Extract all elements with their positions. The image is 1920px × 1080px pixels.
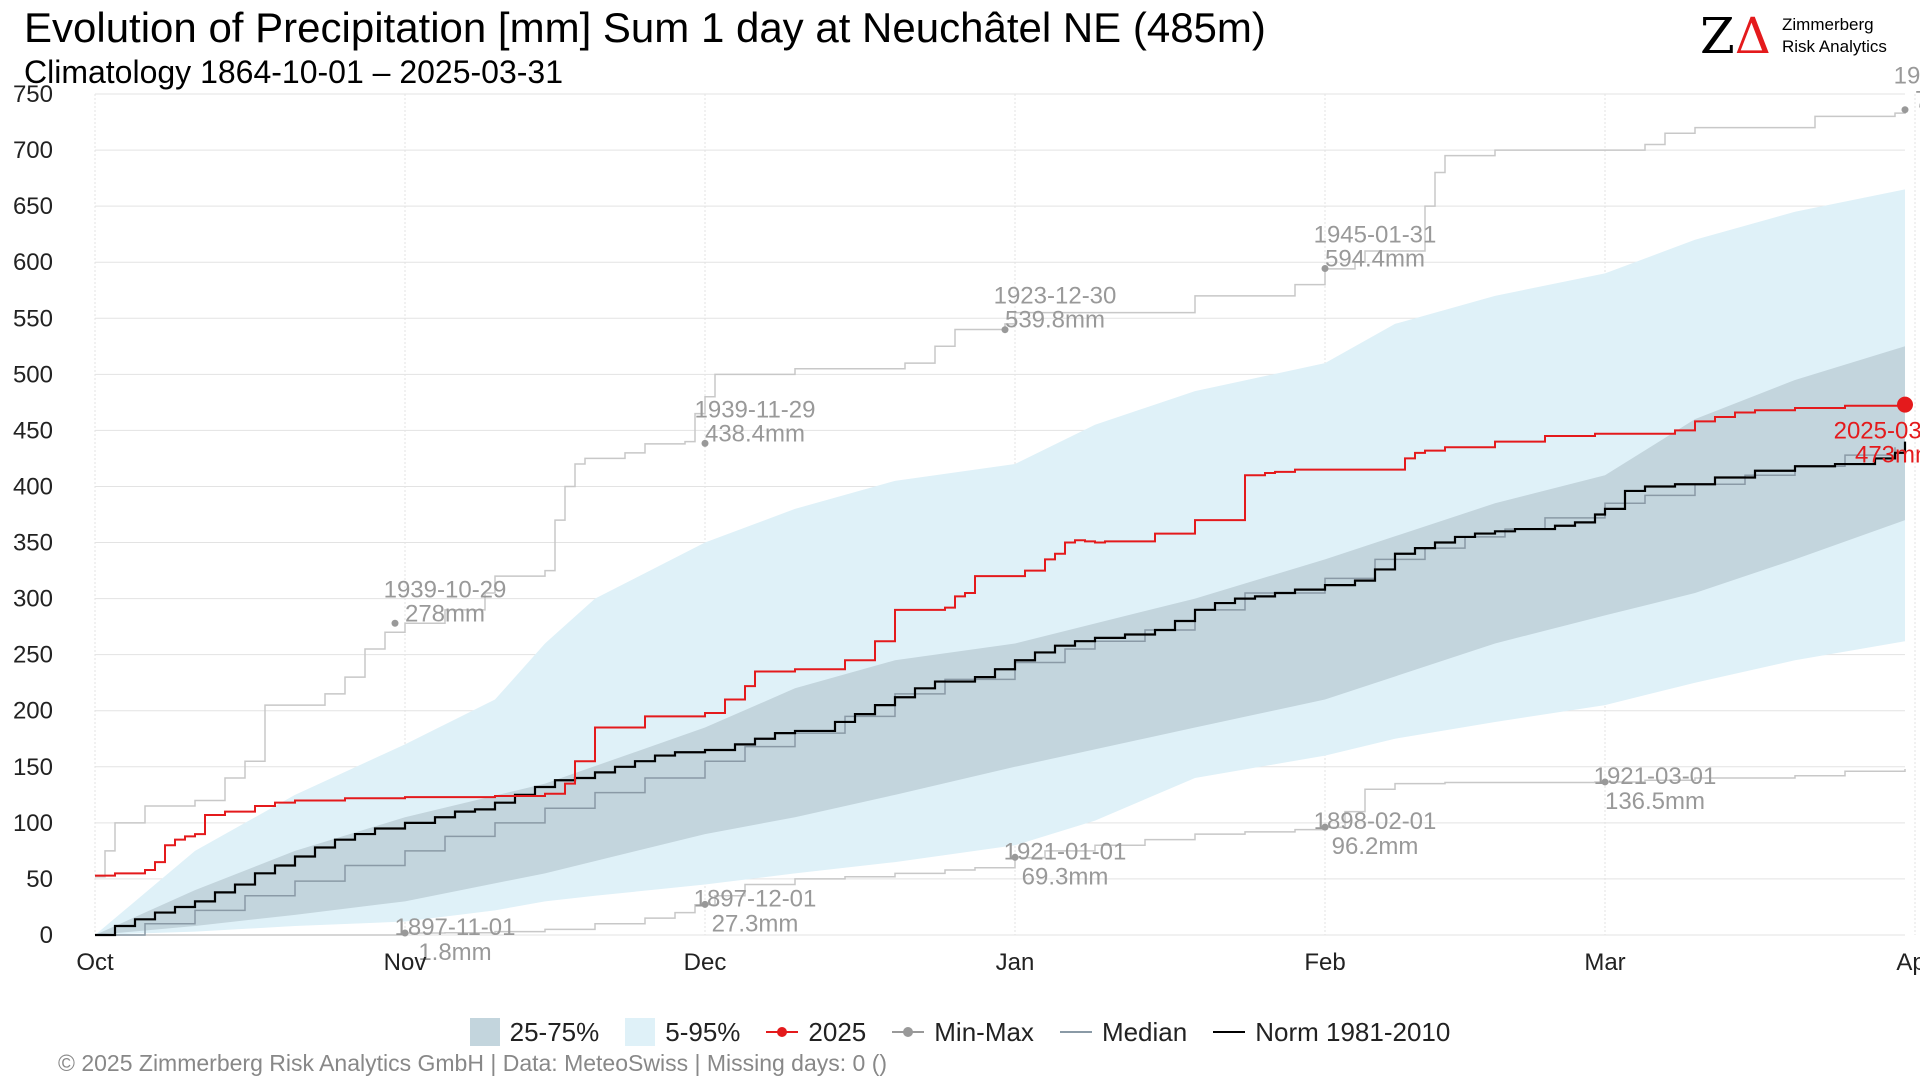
legend-label-25-75: 25-75% (509, 1016, 600, 1047)
legend-swatch-5-95 (625, 1018, 656, 1046)
x-axis: Oct Nov Dec Jan Feb Mar Apr (76, 949, 1920, 976)
annotation-date: 1921-01-01 (1004, 838, 1127, 865)
annotation-dot (701, 900, 709, 908)
annotation-value: 69.3mm (1022, 863, 1109, 890)
series-line-max (95, 109, 1906, 878)
chart-subtitle: Climatology 1864-10-01 – 2025-03-31 (24, 54, 564, 90)
y-tick-label: 200 (13, 698, 53, 725)
annotation-value: 96.2mm (1332, 833, 1419, 860)
y-tick-label: 150 (13, 754, 53, 781)
annotation-dot (1321, 823, 1329, 831)
legend-line-2025 (766, 1018, 799, 1046)
y-tick-label: 600 (13, 249, 53, 276)
y-tick-label: 0 (40, 922, 53, 949)
annotation-date: 1939-11-29 (695, 396, 816, 423)
legend-label-minmax: Min-Max (934, 1016, 1034, 1047)
annotation-dot (391, 619, 399, 627)
legend-item-2025: 2025 (766, 1017, 866, 1048)
annotation-value: 278mm (405, 600, 485, 627)
annotation-value: 438.4mm (705, 420, 805, 447)
legend-label-5-95: 5-95% (665, 1016, 741, 1047)
x-tick-label: Mar (1584, 949, 1625, 976)
annotation-date: 1945-03-30 (1894, 63, 1920, 90)
logo-mark-icon: ZΔ (1700, 7, 1771, 65)
annotation-value: 1.8mm (418, 939, 491, 966)
annotation-date: 1897-12-01 (694, 885, 817, 912)
annotation-value: 136.5mm (1605, 788, 1705, 815)
series-line-min (95, 769, 1906, 936)
annotation-dot (1011, 853, 1019, 861)
annotation-dot (701, 439, 709, 447)
series-line-norm (95, 441, 1907, 937)
y-tick-label: 300 (13, 586, 53, 613)
legend-label-2025: 2025 (808, 1016, 867, 1047)
annotation-dot (401, 929, 409, 937)
y-tick-label: 350 (13, 530, 53, 557)
chart-title: Evolution of Precipitation [mm] Sum 1 da… (24, 4, 1266, 51)
series-layer (95, 109, 1907, 937)
current-point-dot (1897, 396, 1913, 413)
current-point-date: 2025-03-31 (1834, 418, 1920, 445)
annotation-value: 539.8mm (1005, 307, 1105, 334)
y-tick-label: 250 (13, 642, 53, 669)
legend-line-median (1059, 1018, 1092, 1046)
x-tick-label: Apr (1896, 949, 1920, 976)
band-5-95 (95, 189, 1905, 935)
annotation-date: 1923-12-30 (994, 283, 1117, 310)
logo-text-line1: Zimmerberg (1782, 15, 1874, 34)
annotation-date: 1897-11-01 (395, 914, 516, 941)
y-tick-label: 450 (13, 417, 53, 444)
legend-item-median: Median (1059, 1016, 1188, 1048)
y-tick-label: 50 (26, 866, 53, 893)
annotation-date: 1945-01-31 (1314, 221, 1437, 248)
x-tick-label: Jan (996, 949, 1035, 976)
legend-item-minmax: Min-Max (892, 1017, 1034, 1048)
x-tick-label: Dec (684, 949, 727, 976)
annotation-dot (1321, 264, 1329, 272)
x-tick-label: Oct (76, 949, 114, 976)
annotation-date: 1921-03-01 (1594, 763, 1717, 790)
annotation-date: 1939-10-29 (384, 576, 507, 603)
logo-text-line2: Risk Analytics (1782, 37, 1887, 56)
y-tick-label: 650 (13, 193, 53, 220)
legend-item-25-75: 25-75% (469, 1016, 600, 1048)
legend-line-norm (1213, 1018, 1246, 1046)
annotation-value: 736mm (1915, 87, 1920, 114)
annotation-value: 27.3mm (712, 910, 799, 937)
annotation-date: 1898-02-01 (1314, 808, 1437, 835)
y-tick-label: 750 (13, 81, 53, 108)
legend: 25-75% 5-95% 2025 Min-Max Median Norm 19… (0, 1010, 1920, 1054)
series-line-2025 (95, 404, 1906, 877)
y-tick-label: 550 (13, 305, 53, 332)
y-tick-label: 500 (13, 361, 53, 388)
legend-item-norm: Norm 1981-2010 (1213, 1017, 1450, 1048)
y-tick-label: 100 (13, 810, 53, 837)
y-axis: 0 50 100 150 200 250 300 350 400 450 500 550 600 650 7… (13, 81, 53, 949)
logo-text: Zimmerberg Risk Analytics (1782, 14, 1887, 58)
y-tick-label: 400 (13, 473, 53, 500)
y-tick-label: 700 (13, 137, 53, 164)
legend-label-norm: Norm 1981-2010 (1255, 1016, 1451, 1047)
annotation-dot (1601, 778, 1609, 786)
x-tick-label: Feb (1304, 949, 1345, 976)
legend-label-median: Median (1101, 1016, 1188, 1047)
company-logo: ZΔ Zimmerberg Risk Analytics (1700, 8, 1900, 64)
annotation-value: 594.4mm (1325, 245, 1425, 272)
footer-credits: © 2025 Zimmerberg Risk Analytics GmbH | … (58, 1050, 888, 1076)
annotation-dot (1001, 326, 1009, 334)
legend-item-5-95: 5-95% (625, 1017, 740, 1048)
legend-swatch-25-75 (469, 1018, 500, 1046)
current-point-value: 473mm (1855, 442, 1920, 469)
legend-line-minmax (892, 1018, 925, 1046)
x-tick-label: Nov (384, 949, 427, 976)
annotation-dot (1901, 106, 1909, 114)
